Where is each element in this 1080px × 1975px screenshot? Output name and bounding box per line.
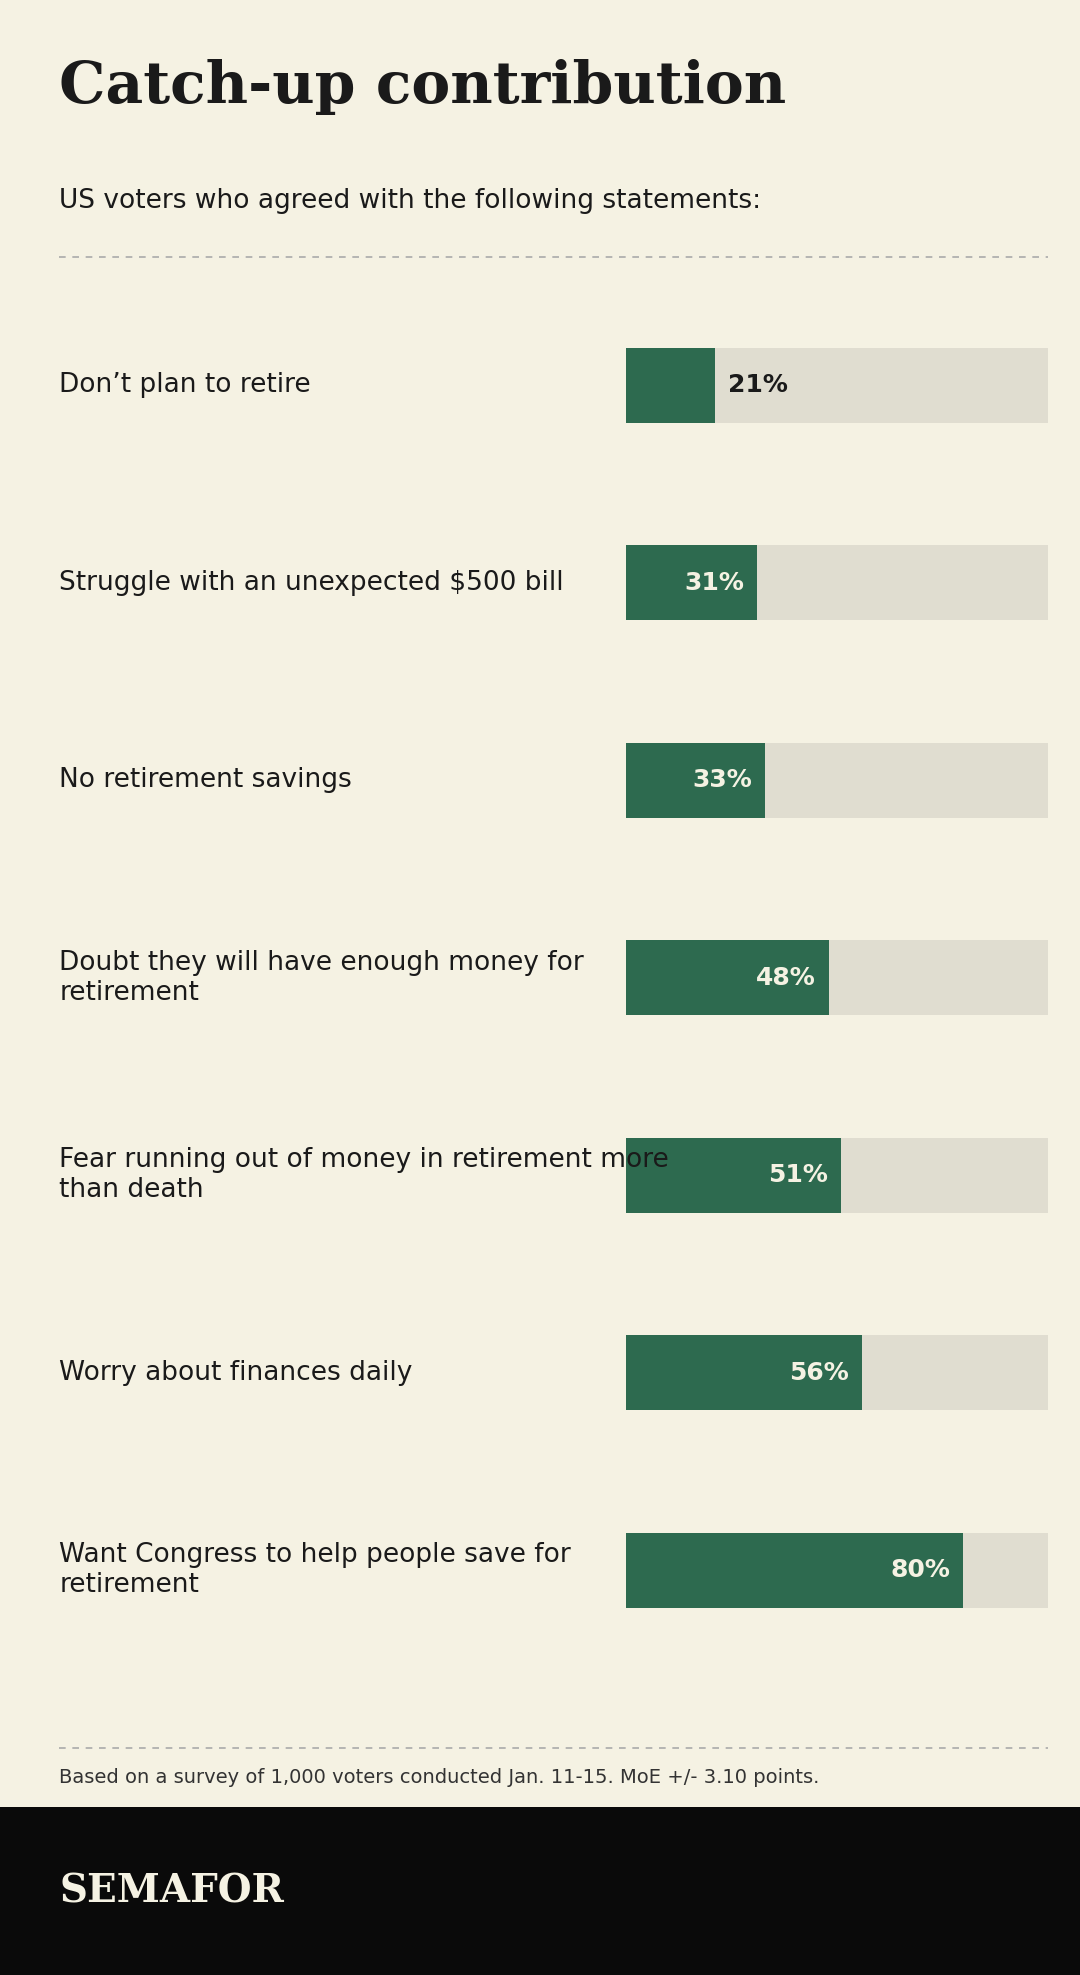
Text: Catch-up contribution: Catch-up contribution bbox=[59, 59, 786, 115]
Text: US voters who agreed with the following statements:: US voters who agreed with the following … bbox=[59, 188, 761, 213]
Text: Doubt they will have enough money for
retirement: Doubt they will have enough money for re… bbox=[59, 950, 584, 1005]
FancyBboxPatch shape bbox=[0, 1807, 1080, 1975]
Text: Don’t plan to retire: Don’t plan to retire bbox=[59, 371, 311, 399]
Text: Table: Rachyl Jones/Semafor • Source: BlackRock: Table: Rachyl Jones/Semafor • Source: Bl… bbox=[59, 1813, 538, 1833]
Text: 80%: 80% bbox=[891, 1558, 950, 1582]
FancyBboxPatch shape bbox=[626, 940, 828, 1015]
Text: Want Congress to help people save for
retirement: Want Congress to help people save for re… bbox=[59, 1542, 571, 1598]
FancyBboxPatch shape bbox=[626, 940, 1048, 1015]
FancyBboxPatch shape bbox=[626, 743, 766, 818]
FancyBboxPatch shape bbox=[626, 545, 1048, 620]
FancyBboxPatch shape bbox=[626, 1138, 1048, 1213]
Text: SEMAFOR: SEMAFOR bbox=[59, 1872, 284, 1910]
FancyBboxPatch shape bbox=[626, 1335, 862, 1410]
FancyBboxPatch shape bbox=[626, 743, 1048, 818]
Text: Fear running out of money in retirement more
than death: Fear running out of money in retirement … bbox=[59, 1147, 670, 1203]
Text: 21%: 21% bbox=[728, 373, 787, 397]
FancyBboxPatch shape bbox=[626, 348, 1048, 423]
FancyBboxPatch shape bbox=[626, 1138, 841, 1213]
Text: No retirement savings: No retirement savings bbox=[59, 766, 352, 794]
Text: Struggle with an unexpected $500 bill: Struggle with an unexpected $500 bill bbox=[59, 569, 564, 596]
FancyBboxPatch shape bbox=[626, 348, 715, 423]
FancyBboxPatch shape bbox=[626, 545, 757, 620]
Text: Worry about finances daily: Worry about finances daily bbox=[59, 1359, 413, 1386]
Text: 51%: 51% bbox=[768, 1163, 828, 1187]
Text: 48%: 48% bbox=[756, 966, 815, 989]
Text: 56%: 56% bbox=[789, 1361, 849, 1384]
Text: 33%: 33% bbox=[692, 768, 753, 792]
Text: 31%: 31% bbox=[684, 571, 744, 594]
FancyBboxPatch shape bbox=[626, 1335, 1048, 1410]
Text: Based on a survey of 1,000 voters conducted Jan. 11-15. MoE +/- 3.10 points.: Based on a survey of 1,000 voters conduc… bbox=[59, 1768, 820, 1787]
FancyBboxPatch shape bbox=[626, 1533, 1048, 1608]
FancyBboxPatch shape bbox=[626, 1533, 963, 1608]
